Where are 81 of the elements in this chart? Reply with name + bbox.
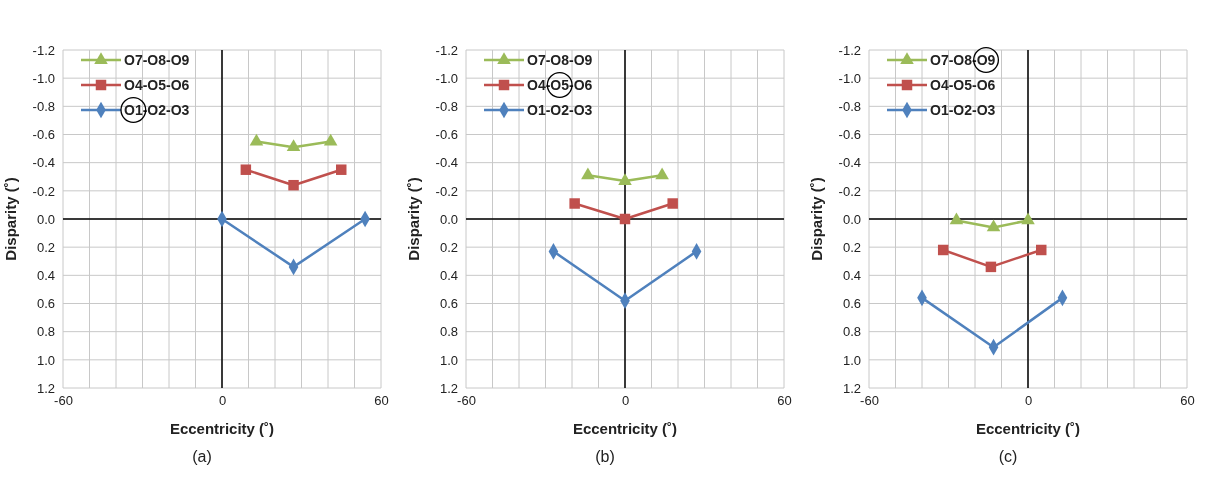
point bbox=[949, 212, 964, 225]
y-tick-label: 0.2 bbox=[439, 239, 458, 255]
y-tick-label: -0.4 bbox=[32, 155, 55, 171]
point bbox=[619, 213, 631, 225]
y-tick-label: -0.6 bbox=[838, 127, 861, 143]
x-tick-label: 60 bbox=[777, 393, 792, 409]
y-tick-label: -1.2 bbox=[435, 42, 458, 58]
y-tick-label: -0.8 bbox=[838, 98, 861, 114]
x-tick-label: 60 bbox=[374, 393, 389, 409]
y-axis-title: Disparity (˚) bbox=[2, 177, 19, 261]
y-tick-label: 0.8 bbox=[36, 324, 55, 340]
y-tick-label: -1.0 bbox=[32, 70, 55, 86]
point bbox=[240, 164, 252, 175]
x-tick-label: -60 bbox=[54, 393, 73, 409]
y-tick-label: -0.2 bbox=[838, 183, 861, 199]
y-tick-label: -0.2 bbox=[32, 183, 55, 199]
x-tick-label: 0 bbox=[218, 393, 227, 409]
x-axis-title: Eccentricity (˚) bbox=[975, 420, 1081, 437]
y-tick-label: 0.0 bbox=[842, 211, 861, 227]
legend-label: O7-O8-O9 bbox=[124, 52, 190, 68]
x-tick-label: 0 bbox=[621, 393, 630, 409]
x-axis-title: Eccentricity (˚) bbox=[572, 420, 678, 437]
point bbox=[569, 198, 580, 209]
y-tick-label: 0.4 bbox=[36, 267, 55, 283]
y-tick-label: 1.0 bbox=[842, 352, 861, 368]
point bbox=[985, 261, 997, 273]
x-axis-title: Eccentricity (˚) bbox=[169, 420, 275, 437]
point bbox=[286, 139, 301, 152]
y-tick-label: 0.6 bbox=[36, 296, 55, 312]
legend-label: O4-O5-O6 bbox=[930, 77, 996, 93]
y-tick-label: -0.6 bbox=[32, 127, 55, 143]
point bbox=[1036, 244, 1047, 256]
point bbox=[618, 173, 632, 185]
y-tick-label: 1.2 bbox=[842, 380, 861, 396]
y-tick-label: 1.2 bbox=[439, 380, 458, 396]
x-tick-label: -60 bbox=[457, 393, 476, 409]
point bbox=[288, 179, 299, 191]
y-tick-label: -0.2 bbox=[435, 183, 458, 199]
y-tick-label: 0.2 bbox=[842, 239, 861, 255]
y-tick-label: 1.2 bbox=[36, 380, 55, 396]
y-axis-title: Disparity (˚) bbox=[808, 177, 825, 261]
y-tick-label: -0.6 bbox=[435, 127, 458, 143]
y-tick-label: 0.8 bbox=[439, 324, 458, 340]
y-axis-title: Disparity (˚) bbox=[405, 177, 422, 261]
text: (c) bbox=[998, 448, 1018, 465]
x-tick-label: -60 bbox=[860, 393, 879, 409]
y-tick-label: 0.0 bbox=[439, 211, 458, 227]
x-tick-label: 60 bbox=[1180, 393, 1195, 409]
point bbox=[667, 198, 678, 209]
y-tick-label: 0.6 bbox=[439, 296, 458, 312]
text: (b) bbox=[595, 448, 615, 465]
point bbox=[655, 167, 669, 180]
y-tick-label: 0.6 bbox=[842, 296, 861, 312]
point bbox=[986, 219, 1001, 232]
point bbox=[323, 133, 338, 146]
y-tick-label: -1.2 bbox=[838, 42, 861, 58]
legend-label: O1-O2-O3 bbox=[930, 102, 996, 118]
y-tick-label: -0.4 bbox=[435, 155, 458, 171]
y-tick-label: -1.2 bbox=[32, 42, 55, 58]
y-tick-label: -0.4 bbox=[838, 155, 861, 171]
x-tick-label: 0 bbox=[1024, 393, 1033, 409]
y-tick-label: 0.4 bbox=[842, 267, 861, 283]
y-tick-label: 0.2 bbox=[36, 239, 55, 255]
point bbox=[336, 164, 347, 175]
y-tick-label: 1.0 bbox=[36, 352, 55, 368]
legend-label: O1-O2-O3 bbox=[527, 102, 593, 118]
point bbox=[581, 167, 595, 180]
text: (a) bbox=[192, 448, 212, 465]
point bbox=[249, 133, 264, 146]
y-tick-label: 0.0 bbox=[36, 211, 55, 227]
legend-label: O4-O5-O6 bbox=[124, 77, 190, 93]
legend-label: O7-O8-O9 bbox=[527, 52, 593, 68]
y-tick-label: -0.8 bbox=[435, 98, 458, 114]
point bbox=[1021, 212, 1035, 225]
y-tick-label: 0.4 bbox=[439, 267, 458, 283]
y-tick-label: -1.0 bbox=[838, 70, 861, 86]
y-tick-label: 1.0 bbox=[439, 352, 458, 368]
y-tick-label: -0.8 bbox=[32, 98, 55, 114]
point bbox=[937, 244, 949, 256]
y-tick-label: 0.8 bbox=[842, 324, 861, 340]
y-tick-label: -1.0 bbox=[435, 70, 458, 86]
